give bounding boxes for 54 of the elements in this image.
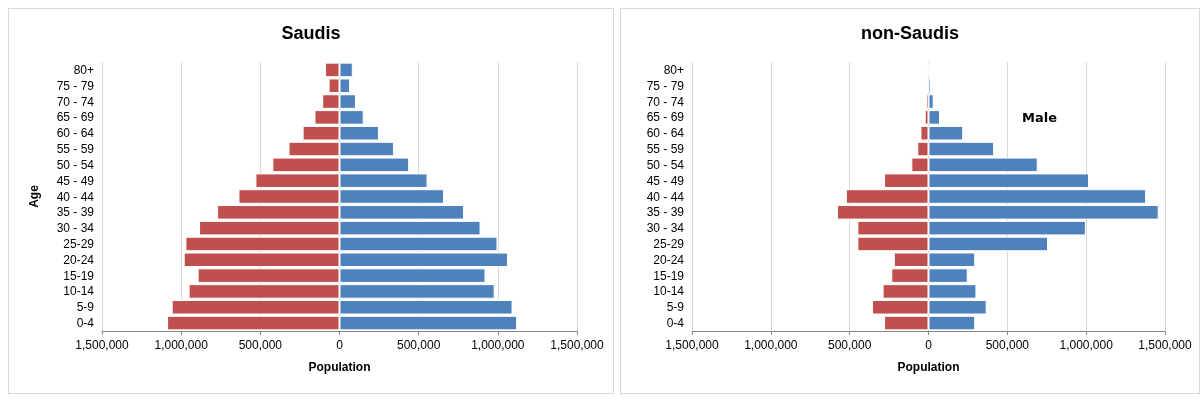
y-tick-label: 60 - 64 xyxy=(646,126,685,141)
y-tick-label: 50 - 54 xyxy=(56,157,95,172)
y-tick-label: 0-4 xyxy=(76,316,95,331)
y-tick-label: 45 - 49 xyxy=(646,173,685,188)
y-tick-label: 80+ xyxy=(663,62,684,77)
x-axis-title: Population xyxy=(897,360,960,374)
x-tick-label: 1,500,000 xyxy=(550,338,605,352)
y-tick-label: 75 - 79 xyxy=(646,78,685,93)
y-tick-label: 15-19 xyxy=(653,268,685,283)
y-tick-label: 30 - 34 xyxy=(646,221,685,236)
y-tick-label: 50 - 54 xyxy=(646,157,685,172)
y-tick-label: 65 - 69 xyxy=(646,110,685,125)
y-tick-label: 30 - 34 xyxy=(56,221,95,236)
x-tick-label: 1,000,000 xyxy=(154,338,209,352)
chart-title: Saudis xyxy=(281,23,341,43)
y-tick-label: 10-14 xyxy=(653,284,685,299)
x-tick-label: 1,000,000 xyxy=(471,338,525,352)
annotation: Male xyxy=(1022,110,1058,125)
y-tick-label: 25-29 xyxy=(653,236,685,251)
y-tick-label: 60 - 64 xyxy=(56,126,95,141)
y-tick-label: 80+ xyxy=(73,62,94,77)
y-tick-label: 20-24 xyxy=(63,252,95,267)
x-tick-label: 1,500,000 xyxy=(665,338,720,352)
y-tick-label: 75 - 79 xyxy=(56,78,95,93)
x-tick-label: 500,000 xyxy=(985,338,1030,352)
y-tick-label: 40 - 44 xyxy=(646,189,685,204)
y-tick-label: 35 - 39 xyxy=(646,205,685,220)
y-tick-label: 70 - 74 xyxy=(56,94,95,109)
x-axis-title: Population xyxy=(308,360,371,374)
y-tick-label: 25-29 xyxy=(63,236,95,251)
y-tick-label: 40 - 44 xyxy=(56,189,95,204)
y-tick-label: 70 - 74 xyxy=(646,94,685,109)
chart-title: non-Saudis xyxy=(861,23,959,43)
x-tick-label: 1,000,000 xyxy=(1059,338,1114,352)
x-tick-label: 0 xyxy=(336,338,344,352)
y-tick-label: 55 - 59 xyxy=(646,142,685,157)
y-tick-label: 65 - 69 xyxy=(56,110,95,125)
x-tick-label: 1,500,000 xyxy=(1138,338,1193,352)
x-tick-label: 1,500,000 xyxy=(75,338,130,352)
x-tick-label: 500,000 xyxy=(827,338,872,352)
x-tick-label: 500,000 xyxy=(396,338,441,352)
y-tick-label: 10-14 xyxy=(63,284,95,299)
y-tick-label: 55 - 59 xyxy=(56,142,95,157)
y-tick-label: 45 - 49 xyxy=(56,173,95,188)
x-tick-label: 0 xyxy=(925,338,933,352)
x-tick-label: 500,000 xyxy=(238,338,283,352)
x-tick-label: 1,000,000 xyxy=(744,338,798,352)
y-tick-label: 5-9 xyxy=(76,300,95,315)
y-tick-label: 0-4 xyxy=(666,316,685,331)
y-tick-label: 20-24 xyxy=(653,252,685,267)
y-tick-label: 5-9 xyxy=(666,300,685,315)
y-tick-label: 35 - 39 xyxy=(56,205,95,220)
y-axis-title: Age xyxy=(27,184,41,208)
y-tick-label: 15-19 xyxy=(63,268,95,283)
